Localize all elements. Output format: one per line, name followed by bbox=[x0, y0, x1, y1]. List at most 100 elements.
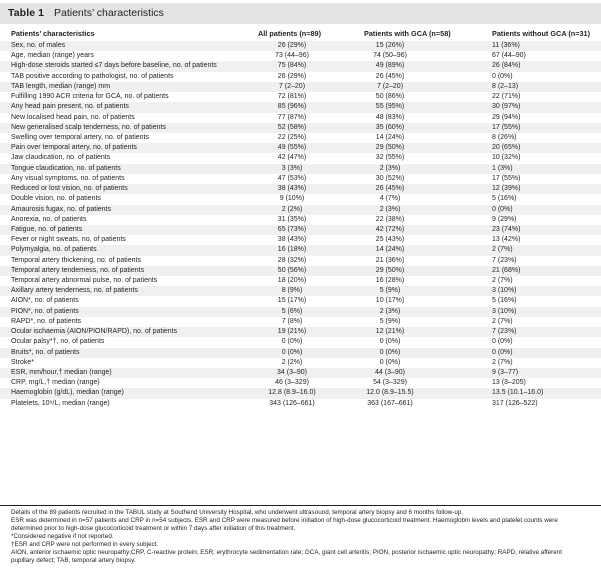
row-label: RAPD*, no. of patients bbox=[11, 317, 82, 325]
table-row: Fatigue, no. of patients 65 (73%) 42 (72%)… bbox=[0, 224, 601, 236]
cell-without-gca: 21 (68%) bbox=[492, 266, 521, 274]
row-label: High-dose steroids started ≤7 days befor… bbox=[11, 62, 217, 70]
cell-without-gca: 2 (7%) bbox=[492, 317, 513, 325]
table-row: CRP, mg/L,† median (range) 46 (3–329) 54 (… bbox=[0, 378, 601, 389]
cell-all-patients: 38 (43%) bbox=[277, 236, 307, 244]
cell-without-gca: 8 (2–13) bbox=[492, 82, 519, 90]
table-body: Sex, no. of males 26 (29%) 15 (26%) 11 (36%… bbox=[0, 41, 601, 409]
row-label: Double vision, no. of patients bbox=[11, 195, 101, 203]
cell-with-gca: 26 (45%) bbox=[375, 72, 405, 80]
cell-without-gca: 0 (0%) bbox=[492, 338, 513, 346]
table-row: Amaurosis fugax, no. of patients 2 (2%) 2 … bbox=[0, 204, 601, 215]
cell-with-gca: 0 (0%) bbox=[379, 348, 401, 356]
cell-with-gca: 2 (3%) bbox=[379, 307, 401, 315]
footnote-line: ESR was determined in n=57 patients and … bbox=[11, 517, 558, 524]
cell-all-patients: 18 (20%) bbox=[277, 277, 307, 285]
row-label: Swelling over temporal artery, no. of pa… bbox=[11, 133, 149, 141]
cell-all-patients: 52 (58%) bbox=[277, 123, 307, 131]
cell-without-gca: 9 (29%) bbox=[492, 215, 517, 223]
table-row: Temporal artery tenderness, no. of patie… bbox=[0, 265, 601, 277]
cell-with-gca: 50 (86%) bbox=[375, 93, 405, 101]
cell-without-gca: 0 (0%) bbox=[492, 348, 513, 356]
cell-all-patients: 3 (3%) bbox=[281, 164, 303, 172]
table-header-row: Patients’ characteristics All patients (… bbox=[0, 24, 601, 42]
cell-without-gca: 9 (3–77) bbox=[492, 369, 519, 376]
table-row: Axillary artery tenderness, no. of patie… bbox=[0, 286, 601, 297]
table-title: Patients’ characteristics bbox=[54, 7, 164, 19]
cell-without-gca: 3 (10%) bbox=[492, 307, 517, 315]
cell-with-gca: 54 (3–329) bbox=[373, 379, 407, 387]
cell-all-patients: 46 (3–329) bbox=[275, 379, 309, 387]
cell-without-gca: 17 (55%) bbox=[492, 174, 521, 182]
row-label: Jaw claudication, no. of patients bbox=[11, 154, 111, 162]
table-row: Fulfilling 1990 ACR criteria for GCA, no… bbox=[0, 92, 601, 103]
cell-all-patients: 12.8 (8.9–16.0) bbox=[268, 389, 316, 397]
cell-without-gca: 317 (126–522) bbox=[492, 399, 538, 407]
table-row: New localised head pain, no. of patients… bbox=[0, 112, 601, 123]
row-label: New generalised scalp tenderness, no. of… bbox=[11, 123, 166, 131]
cell-with-gca: 42 (72%) bbox=[375, 225, 405, 233]
row-label: New localised head pain, no. of patients bbox=[11, 113, 135, 121]
cell-all-patients: 65 (73%) bbox=[277, 225, 307, 233]
cell-without-gca: 22 (71%) bbox=[492, 93, 521, 101]
cell-with-gca: 26 (45%) bbox=[375, 185, 405, 193]
row-label: Stroke* bbox=[11, 358, 34, 366]
cell-with-gca: 0 (0%) bbox=[379, 358, 401, 366]
cell-without-gca: 7 (23%) bbox=[492, 328, 517, 336]
cell-all-patients: 85 (96%) bbox=[277, 103, 307, 111]
cell-all-patients: 38 (43%) bbox=[277, 185, 307, 193]
table-row: Fever or night sweats, no. of patients 38… bbox=[0, 235, 601, 246]
row-label: Fever or night sweats, no. of patients bbox=[11, 236, 126, 244]
table-number: Table 1 bbox=[8, 7, 45, 19]
table-row: Haemoglobin (g/dL), median (range) 12.8 (… bbox=[0, 388, 601, 399]
cell-without-gca: 10 (32%) bbox=[492, 154, 521, 162]
table-row: New generalised scalp tenderness, no. of… bbox=[0, 122, 601, 133]
cell-without-gca: 13 (42%) bbox=[492, 236, 521, 244]
cell-all-patients: 5 (6%) bbox=[281, 307, 303, 315]
cell-without-gca: 5 (16%) bbox=[492, 195, 517, 203]
footnote-line: determined prior to high-dose glucocorti… bbox=[11, 525, 296, 532]
footnote-line: *Considered negative if not reported. bbox=[11, 533, 114, 540]
table-row: Ocular ischaemia (AION/PION/RAPD), no. o… bbox=[0, 327, 601, 338]
cell-all-patients: 16 (18%) bbox=[277, 246, 307, 254]
table-row: TAB length, median (range) mm 7 (2–20) 7 (… bbox=[0, 81, 601, 93]
row-label: TAB positive according to pathologist, n… bbox=[11, 72, 174, 80]
cell-all-patients: 19 (21%) bbox=[277, 328, 307, 336]
cell-without-gca: 2 (7%) bbox=[492, 358, 513, 366]
cell-with-gca: 14 (24%) bbox=[375, 246, 405, 254]
cell-with-gca: 5 (9%) bbox=[379, 287, 401, 295]
cell-without-gca: 17 (55%) bbox=[492, 123, 521, 131]
row-label: Any visual symptoms, no. of patients bbox=[11, 174, 125, 182]
cell-all-patients: 15 (17%) bbox=[277, 297, 307, 305]
table-row: Ocular palsy*†, no. of patients 0 (0%) 0 (… bbox=[0, 337, 601, 348]
cell-with-gca: 10 (17%) bbox=[375, 297, 405, 305]
row-label: Any head pain present, no. of patients bbox=[11, 103, 129, 111]
cell-with-gca: 2 (3%) bbox=[379, 164, 401, 172]
column-header-all-patients: All patients (n=89) bbox=[258, 29, 322, 38]
cell-without-gca: 20 (65%) bbox=[492, 144, 521, 152]
cell-with-gca: 35 (60%) bbox=[375, 123, 405, 131]
cell-with-gca: 44 (3–90) bbox=[375, 369, 405, 376]
cell-with-gca: 15 (26%) bbox=[375, 42, 405, 49]
table-row: Temporal artery abnormal pulse, no. of p… bbox=[0, 276, 601, 287]
row-label: TAB length, median (range) mm bbox=[11, 82, 111, 90]
cell-all-patients: 0 (0%) bbox=[281, 338, 303, 346]
cell-all-patients: 49 (55%) bbox=[277, 144, 307, 152]
cell-all-patients: 22 (25%) bbox=[277, 133, 307, 141]
cell-with-gca: 48 (83%) bbox=[375, 113, 405, 121]
footnote-line: Details of the 89 patients recruited in … bbox=[11, 509, 464, 516]
cell-all-patients: 31 (35%) bbox=[277, 215, 307, 223]
row-label: Platelets, 10⁹/L, median (range) bbox=[11, 399, 110, 407]
cell-with-gca: 4 (7%) bbox=[379, 195, 401, 203]
table-row: ESR, mm/hour,† median (range) 34 (3–90) 44… bbox=[0, 368, 601, 379]
row-label: Haemoglobin (g/dL), median (range) bbox=[11, 389, 124, 397]
table-row: Stroke* 2 (2%) 0 (0%) 2 (7%) bbox=[0, 357, 601, 368]
cell-without-gca: 2 (7%) bbox=[492, 246, 513, 254]
column-header-with-gca: Patients with GCA (n=58) bbox=[364, 29, 451, 38]
cell-without-gca: 23 (74%) bbox=[492, 225, 521, 233]
cell-without-gca: 67 (44–90) bbox=[492, 52, 526, 60]
cell-with-gca: 16 (28%) bbox=[375, 277, 405, 285]
cell-without-gca: 8 (26%) bbox=[492, 133, 517, 141]
row-label: Reduced or lost vision, no. of patients bbox=[11, 185, 128, 193]
